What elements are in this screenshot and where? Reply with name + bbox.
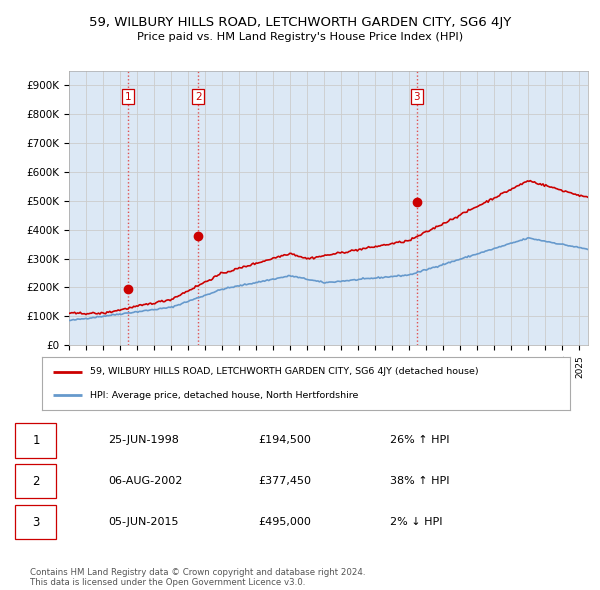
Text: 59, WILBURY HILLS ROAD, LETCHWORTH GARDEN CITY, SG6 4JY (detached house): 59, WILBURY HILLS ROAD, LETCHWORTH GARDE… xyxy=(89,368,478,376)
Text: 26% ↑ HPI: 26% ↑ HPI xyxy=(390,435,449,445)
Text: 05-JUN-2015: 05-JUN-2015 xyxy=(108,517,179,527)
Text: Contains HM Land Registry data © Crown copyright and database right 2024.
This d: Contains HM Land Registry data © Crown c… xyxy=(30,568,365,587)
Text: Price paid vs. HM Land Registry's House Price Index (HPI): Price paid vs. HM Land Registry's House … xyxy=(137,32,463,42)
FancyBboxPatch shape xyxy=(15,423,56,458)
Text: 38% ↑ HPI: 38% ↑ HPI xyxy=(390,476,449,486)
Text: 3: 3 xyxy=(413,92,420,102)
Text: £495,000: £495,000 xyxy=(258,517,311,527)
Text: 59, WILBURY HILLS ROAD, LETCHWORTH GARDEN CITY, SG6 4JY: 59, WILBURY HILLS ROAD, LETCHWORTH GARDE… xyxy=(89,16,511,29)
Text: 1: 1 xyxy=(32,434,40,447)
Text: HPI: Average price, detached house, North Hertfordshire: HPI: Average price, detached house, Nort… xyxy=(89,391,358,399)
Text: £194,500: £194,500 xyxy=(258,435,311,445)
FancyBboxPatch shape xyxy=(15,464,56,499)
Text: 2% ↓ HPI: 2% ↓ HPI xyxy=(390,517,443,527)
Text: 25-JUN-1998: 25-JUN-1998 xyxy=(108,435,179,445)
Text: 2: 2 xyxy=(195,92,202,102)
Text: £377,450: £377,450 xyxy=(258,476,311,486)
Text: 06-AUG-2002: 06-AUG-2002 xyxy=(108,476,182,486)
Text: 3: 3 xyxy=(32,516,40,529)
FancyBboxPatch shape xyxy=(15,504,56,539)
Text: 1: 1 xyxy=(125,92,131,102)
Text: 2: 2 xyxy=(32,474,40,488)
